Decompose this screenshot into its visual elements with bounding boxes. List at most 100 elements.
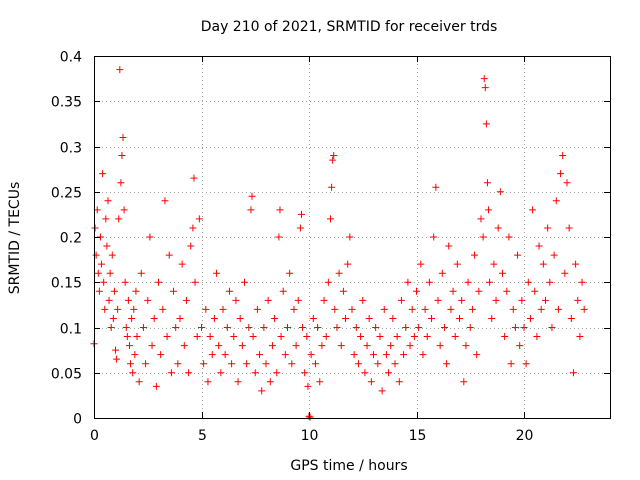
grid <box>94 56 610 418</box>
data-point <box>337 342 345 350</box>
data-point <box>161 197 169 205</box>
data-point <box>135 378 143 386</box>
data-point <box>294 296 302 304</box>
data-point <box>533 333 541 341</box>
data-point <box>324 278 332 286</box>
data-point <box>286 269 294 277</box>
data-point <box>505 233 513 241</box>
data-point <box>511 324 519 331</box>
data-point <box>518 296 526 304</box>
data-point <box>155 278 162 286</box>
data-point <box>297 210 305 218</box>
data-point <box>425 278 433 286</box>
data-point <box>185 369 193 377</box>
data-point <box>148 342 156 350</box>
data-point <box>456 314 463 322</box>
data-point <box>415 324 423 331</box>
data-point <box>139 324 147 331</box>
data-point <box>430 233 438 241</box>
data-point <box>307 351 315 359</box>
data-point <box>176 314 184 322</box>
data-point <box>374 360 382 368</box>
data-point <box>346 233 354 241</box>
data-point <box>436 342 444 350</box>
data-point <box>572 260 580 268</box>
data-point <box>342 314 350 322</box>
data-point <box>490 260 498 268</box>
data-point <box>370 351 377 359</box>
data-point <box>327 215 334 223</box>
data-point <box>387 342 395 350</box>
data-point <box>413 287 420 295</box>
data-point <box>98 260 106 268</box>
y-tick-label: 0.05 <box>51 367 82 383</box>
data-point <box>172 324 180 331</box>
data-point <box>128 314 136 322</box>
data-point <box>473 351 481 359</box>
data-point <box>339 287 347 295</box>
data-point <box>357 333 365 341</box>
data-point <box>303 333 311 341</box>
data-point <box>110 287 118 295</box>
data-point <box>258 387 266 395</box>
x-tick-label: 0 <box>90 428 99 444</box>
data-point <box>311 360 319 368</box>
data-point <box>95 287 103 295</box>
data-point <box>400 351 408 359</box>
data-point <box>245 324 253 331</box>
data-point <box>574 296 582 304</box>
data-point <box>578 278 586 286</box>
data-point <box>331 305 339 313</box>
data-point <box>189 224 197 232</box>
data-point <box>152 382 160 390</box>
data-point <box>251 369 259 377</box>
data-point <box>363 342 371 350</box>
data-point <box>537 305 545 313</box>
data-point <box>419 351 427 359</box>
data-point <box>108 251 116 259</box>
data-point <box>204 378 212 386</box>
data-point <box>281 351 289 359</box>
data-point <box>165 251 173 259</box>
data-point <box>167 369 175 377</box>
data-point <box>468 305 476 313</box>
data-point <box>361 369 369 377</box>
data-point <box>479 233 487 241</box>
data-point <box>249 333 257 341</box>
data-point <box>230 333 238 341</box>
data-point <box>264 296 272 304</box>
data-point <box>299 324 307 331</box>
data-point <box>559 152 567 160</box>
x-tick-label: 20 <box>516 428 534 444</box>
data-point <box>103 242 111 250</box>
data-point <box>522 360 530 368</box>
data-point <box>354 360 362 368</box>
data-point <box>565 224 573 232</box>
data-point <box>277 333 285 341</box>
data-point <box>290 305 298 313</box>
data-point <box>393 333 401 341</box>
data-point <box>202 305 210 313</box>
data-point <box>284 324 291 331</box>
data-point <box>486 278 494 286</box>
data-point <box>514 251 522 259</box>
data-point <box>157 351 165 359</box>
data-point <box>159 305 167 313</box>
data-point <box>404 278 412 286</box>
data-point <box>243 360 251 368</box>
data-point <box>142 360 150 368</box>
data-point <box>236 314 244 322</box>
data-point <box>180 342 188 350</box>
data-point <box>228 360 236 368</box>
data-point <box>116 66 124 74</box>
data-point <box>458 296 466 304</box>
y-tick-label: 0 <box>73 412 82 428</box>
data-point <box>482 120 490 128</box>
data-point <box>210 314 218 322</box>
data-point <box>195 215 203 223</box>
data-point <box>509 305 517 313</box>
data-point <box>542 296 549 304</box>
data-point <box>120 206 128 214</box>
